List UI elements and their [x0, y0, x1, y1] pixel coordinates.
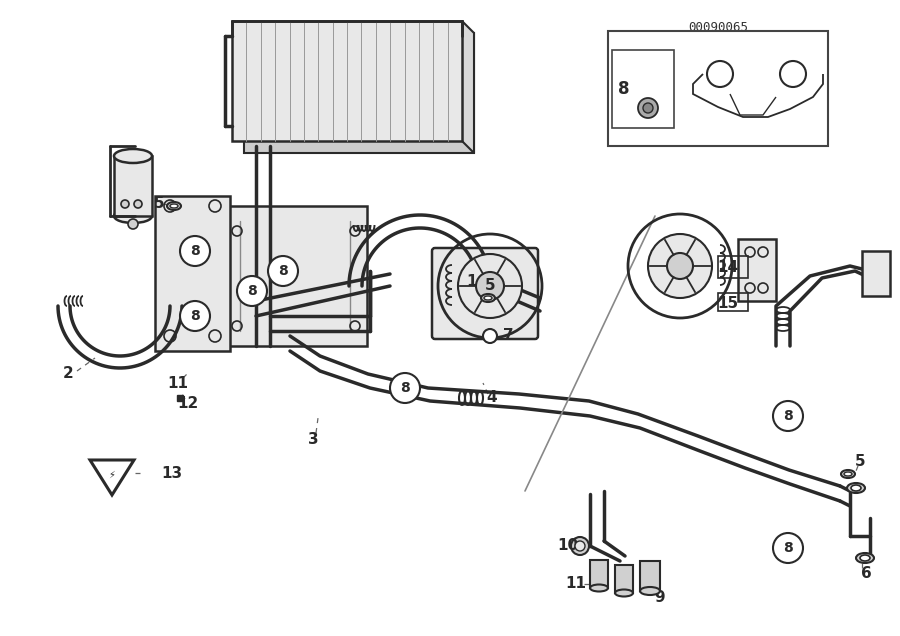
- Circle shape: [180, 236, 210, 266]
- Ellipse shape: [114, 209, 152, 223]
- Ellipse shape: [170, 204, 178, 208]
- Circle shape: [638, 98, 658, 118]
- Bar: [114, 156, 152, 216]
- Text: 7: 7: [503, 329, 513, 343]
- Bar: [640, 561, 660, 591]
- Text: 8: 8: [190, 244, 200, 258]
- Text: 5: 5: [485, 279, 495, 293]
- Circle shape: [476, 272, 504, 300]
- Ellipse shape: [851, 485, 861, 491]
- Text: 8: 8: [400, 381, 410, 395]
- Circle shape: [643, 103, 653, 113]
- Circle shape: [571, 537, 589, 555]
- Bar: [862, 251, 890, 296]
- Ellipse shape: [167, 202, 181, 210]
- Text: 9: 9: [654, 590, 665, 605]
- Circle shape: [458, 254, 522, 318]
- Bar: [608, 31, 828, 146]
- Text: 11: 11: [565, 576, 587, 591]
- Text: 1: 1: [467, 273, 477, 289]
- Ellipse shape: [615, 590, 633, 597]
- Ellipse shape: [114, 149, 152, 163]
- Ellipse shape: [590, 584, 608, 591]
- Circle shape: [268, 256, 298, 286]
- Text: 14: 14: [717, 261, 739, 275]
- Ellipse shape: [640, 587, 660, 595]
- Bar: [244, 33, 474, 153]
- Text: 8: 8: [190, 309, 200, 323]
- Text: 00090065: 00090065: [688, 21, 748, 34]
- Circle shape: [483, 329, 497, 343]
- Bar: [222, 206, 367, 346]
- Circle shape: [128, 219, 138, 229]
- Bar: [590, 560, 608, 588]
- Circle shape: [773, 533, 803, 563]
- Circle shape: [773, 401, 803, 431]
- Text: 5: 5: [154, 197, 165, 212]
- Circle shape: [667, 253, 693, 279]
- Text: 4: 4: [487, 391, 498, 406]
- Circle shape: [575, 541, 585, 551]
- Ellipse shape: [847, 483, 865, 493]
- Text: ⚡: ⚡: [109, 470, 115, 480]
- Circle shape: [237, 276, 267, 306]
- Bar: [155, 196, 230, 351]
- Text: 8: 8: [783, 409, 793, 423]
- Text: 10: 10: [557, 539, 579, 553]
- Bar: [232, 21, 462, 141]
- Circle shape: [180, 301, 210, 331]
- Polygon shape: [462, 21, 474, 153]
- Ellipse shape: [484, 296, 492, 300]
- Text: 8: 8: [618, 80, 630, 98]
- FancyBboxPatch shape: [432, 248, 538, 339]
- Text: 12: 12: [177, 396, 199, 411]
- Text: 13: 13: [161, 466, 183, 481]
- Text: 8: 8: [783, 541, 793, 555]
- Ellipse shape: [841, 470, 855, 478]
- Text: 2: 2: [63, 366, 74, 382]
- Text: 8: 8: [248, 284, 256, 298]
- Text: 15: 15: [717, 296, 739, 312]
- Bar: [738, 239, 776, 301]
- Text: 3: 3: [308, 432, 319, 448]
- Bar: [615, 565, 633, 593]
- Text: 11: 11: [167, 375, 188, 391]
- Ellipse shape: [481, 294, 495, 302]
- Text: 6: 6: [860, 567, 871, 581]
- Text: 5: 5: [855, 455, 865, 469]
- Bar: [612, 50, 674, 128]
- Bar: [718, 256, 748, 278]
- Text: 8: 8: [278, 264, 288, 278]
- Circle shape: [390, 373, 420, 403]
- Circle shape: [121, 200, 129, 208]
- Ellipse shape: [856, 553, 874, 563]
- Ellipse shape: [844, 472, 852, 476]
- Circle shape: [134, 200, 142, 208]
- Ellipse shape: [860, 555, 870, 561]
- Bar: [718, 293, 748, 311]
- Circle shape: [648, 234, 712, 298]
